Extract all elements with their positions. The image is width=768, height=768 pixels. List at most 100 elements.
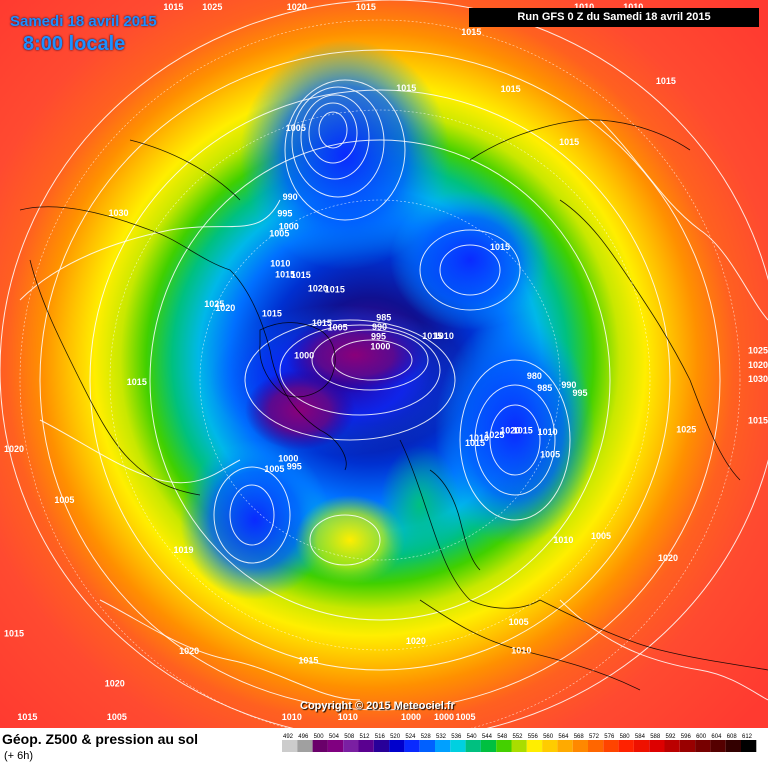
pressure-label: 1005 [269,229,289,239]
pressure-label: 1025 [202,2,222,12]
pressure-label: 1000 [278,454,298,464]
pressure-label: 1020 [500,425,520,435]
pressure-label: 1015 [748,415,768,425]
legend-tick-label: 600 [696,734,707,740]
legend-swatch [618,740,634,752]
pressure-label: 1015 [396,83,416,93]
legend-tick-label: 524 [405,734,416,740]
pressure-label: 1019 [174,545,194,555]
legend-swatch [297,740,313,752]
pressure-label: 1005 [509,617,529,627]
pressure-label: 1015 [325,285,345,295]
header-date: Samedi 18 avril 2015 [10,13,157,30]
legend-swatch [725,740,741,752]
pressure-labels: 1015102010251030985980995990100510101015… [4,2,768,722]
legend-tick-label: 504 [329,734,340,740]
pressure-label: 1020 [287,2,307,12]
pressure-label: 985 [376,312,391,322]
legend-tick-label: 492 [283,734,294,740]
pressure-label: 990 [561,380,576,390]
legend-swatch [327,740,344,752]
pressure-label: 1000 [370,341,390,351]
pressure-label: 1015 [422,331,442,341]
legend-swatch [572,740,588,752]
azores-ridge-field [295,495,405,585]
legend-swatch [389,740,405,752]
pressure-label: 1015 [17,712,37,722]
legend-swatch [679,740,696,752]
legend-swatch [465,740,481,752]
pressure-label: 1015 [4,628,24,638]
pressure-label: 985 [537,383,552,393]
europe-trough-field [380,445,460,565]
pressure-label: 1005 [264,464,284,474]
pressure-label: 1010 [282,712,302,722]
pressure-label: 995 [287,462,302,472]
legend-tick-label: 584 [635,734,646,740]
legend-tick-label: 544 [482,734,493,740]
legend-swatch [358,740,374,752]
pressure-label: 1005 [591,531,611,541]
legend-tick-label: 496 [298,734,309,740]
legend-swatch [419,740,435,752]
pressure-label: 1010 [270,258,290,268]
legend-swatch [664,740,680,752]
pressure-label: 1015 [501,84,521,94]
legend-swatch [633,740,650,752]
pressure-label: 1000 [434,712,454,722]
legend-swatch [588,740,604,752]
pressure-label: 995 [277,209,292,219]
pressure-label: 1005 [456,712,476,722]
pressure-label: 1020 [658,553,678,563]
pressure-label: 1010 [623,2,643,12]
graticule [19,19,741,728]
legend-tick-label: 520 [390,734,401,740]
legend-swatch [373,740,390,752]
legend-tick-label: 532 [436,734,447,740]
pressure-label: 990 [283,192,298,202]
pressure-label: 1010 [338,712,358,722]
pressure-label: 1010 [574,2,594,12]
pressure-label: 1020 [105,679,125,689]
legend-swatch [480,740,497,752]
footer: Géop. Z500 & pression au sol (+ 6h) 492 4… [0,728,768,768]
legend-tick-label: 528 [421,734,432,740]
pressure-label: 1005 [328,323,348,333]
legend-tick-label: 560 [543,734,554,740]
legend-tick-label: 500 [314,734,325,740]
pressure-label: 1010 [538,427,558,437]
low-atlantic-field [180,440,330,600]
pressure-label: 1020 [4,444,24,454]
legend-tick-label: 576 [604,734,615,740]
legend-tick-label: 552 [513,734,524,740]
legend-swatch [741,740,757,752]
pressure-label: 1020 [215,303,235,313]
pressure-label: 1025 [484,430,504,440]
pressure-label: 1015 [656,76,676,86]
legend-tick-label: 536 [451,734,462,740]
legend-tick-label: 592 [666,734,677,740]
pressure-label: 1005 [286,123,306,133]
pressure-label: 1010 [469,433,489,443]
legend-tick-label: 608 [727,734,738,740]
pressure-label: 995 [371,332,386,342]
legend-tick-label: 548 [497,734,508,740]
legend-tick-label: 572 [589,734,600,740]
legend-tick-label: 516 [375,734,386,740]
legend-tick-label: 612 [742,734,753,740]
footer-title: Géop. Z500 & pression au sol [2,731,199,747]
pressure-label: 1010 [553,535,573,545]
header-time: 8:00 locale [23,33,126,55]
copyright: Copyright © 2015 Meteociel.fr [300,700,455,712]
pressure-label: 1000 [279,222,299,232]
pressure-label: 1005 [540,449,560,459]
isobars [0,0,768,728]
pressure-label: 1015 [163,2,183,12]
pressure-label: 1010 [511,646,531,656]
legend-swatch [282,740,298,752]
pressure-label: 1020 [308,284,328,294]
pressure-label: 1005 [54,495,74,505]
low-russia-field [435,315,595,545]
legend-tick-label: 568 [574,734,585,740]
